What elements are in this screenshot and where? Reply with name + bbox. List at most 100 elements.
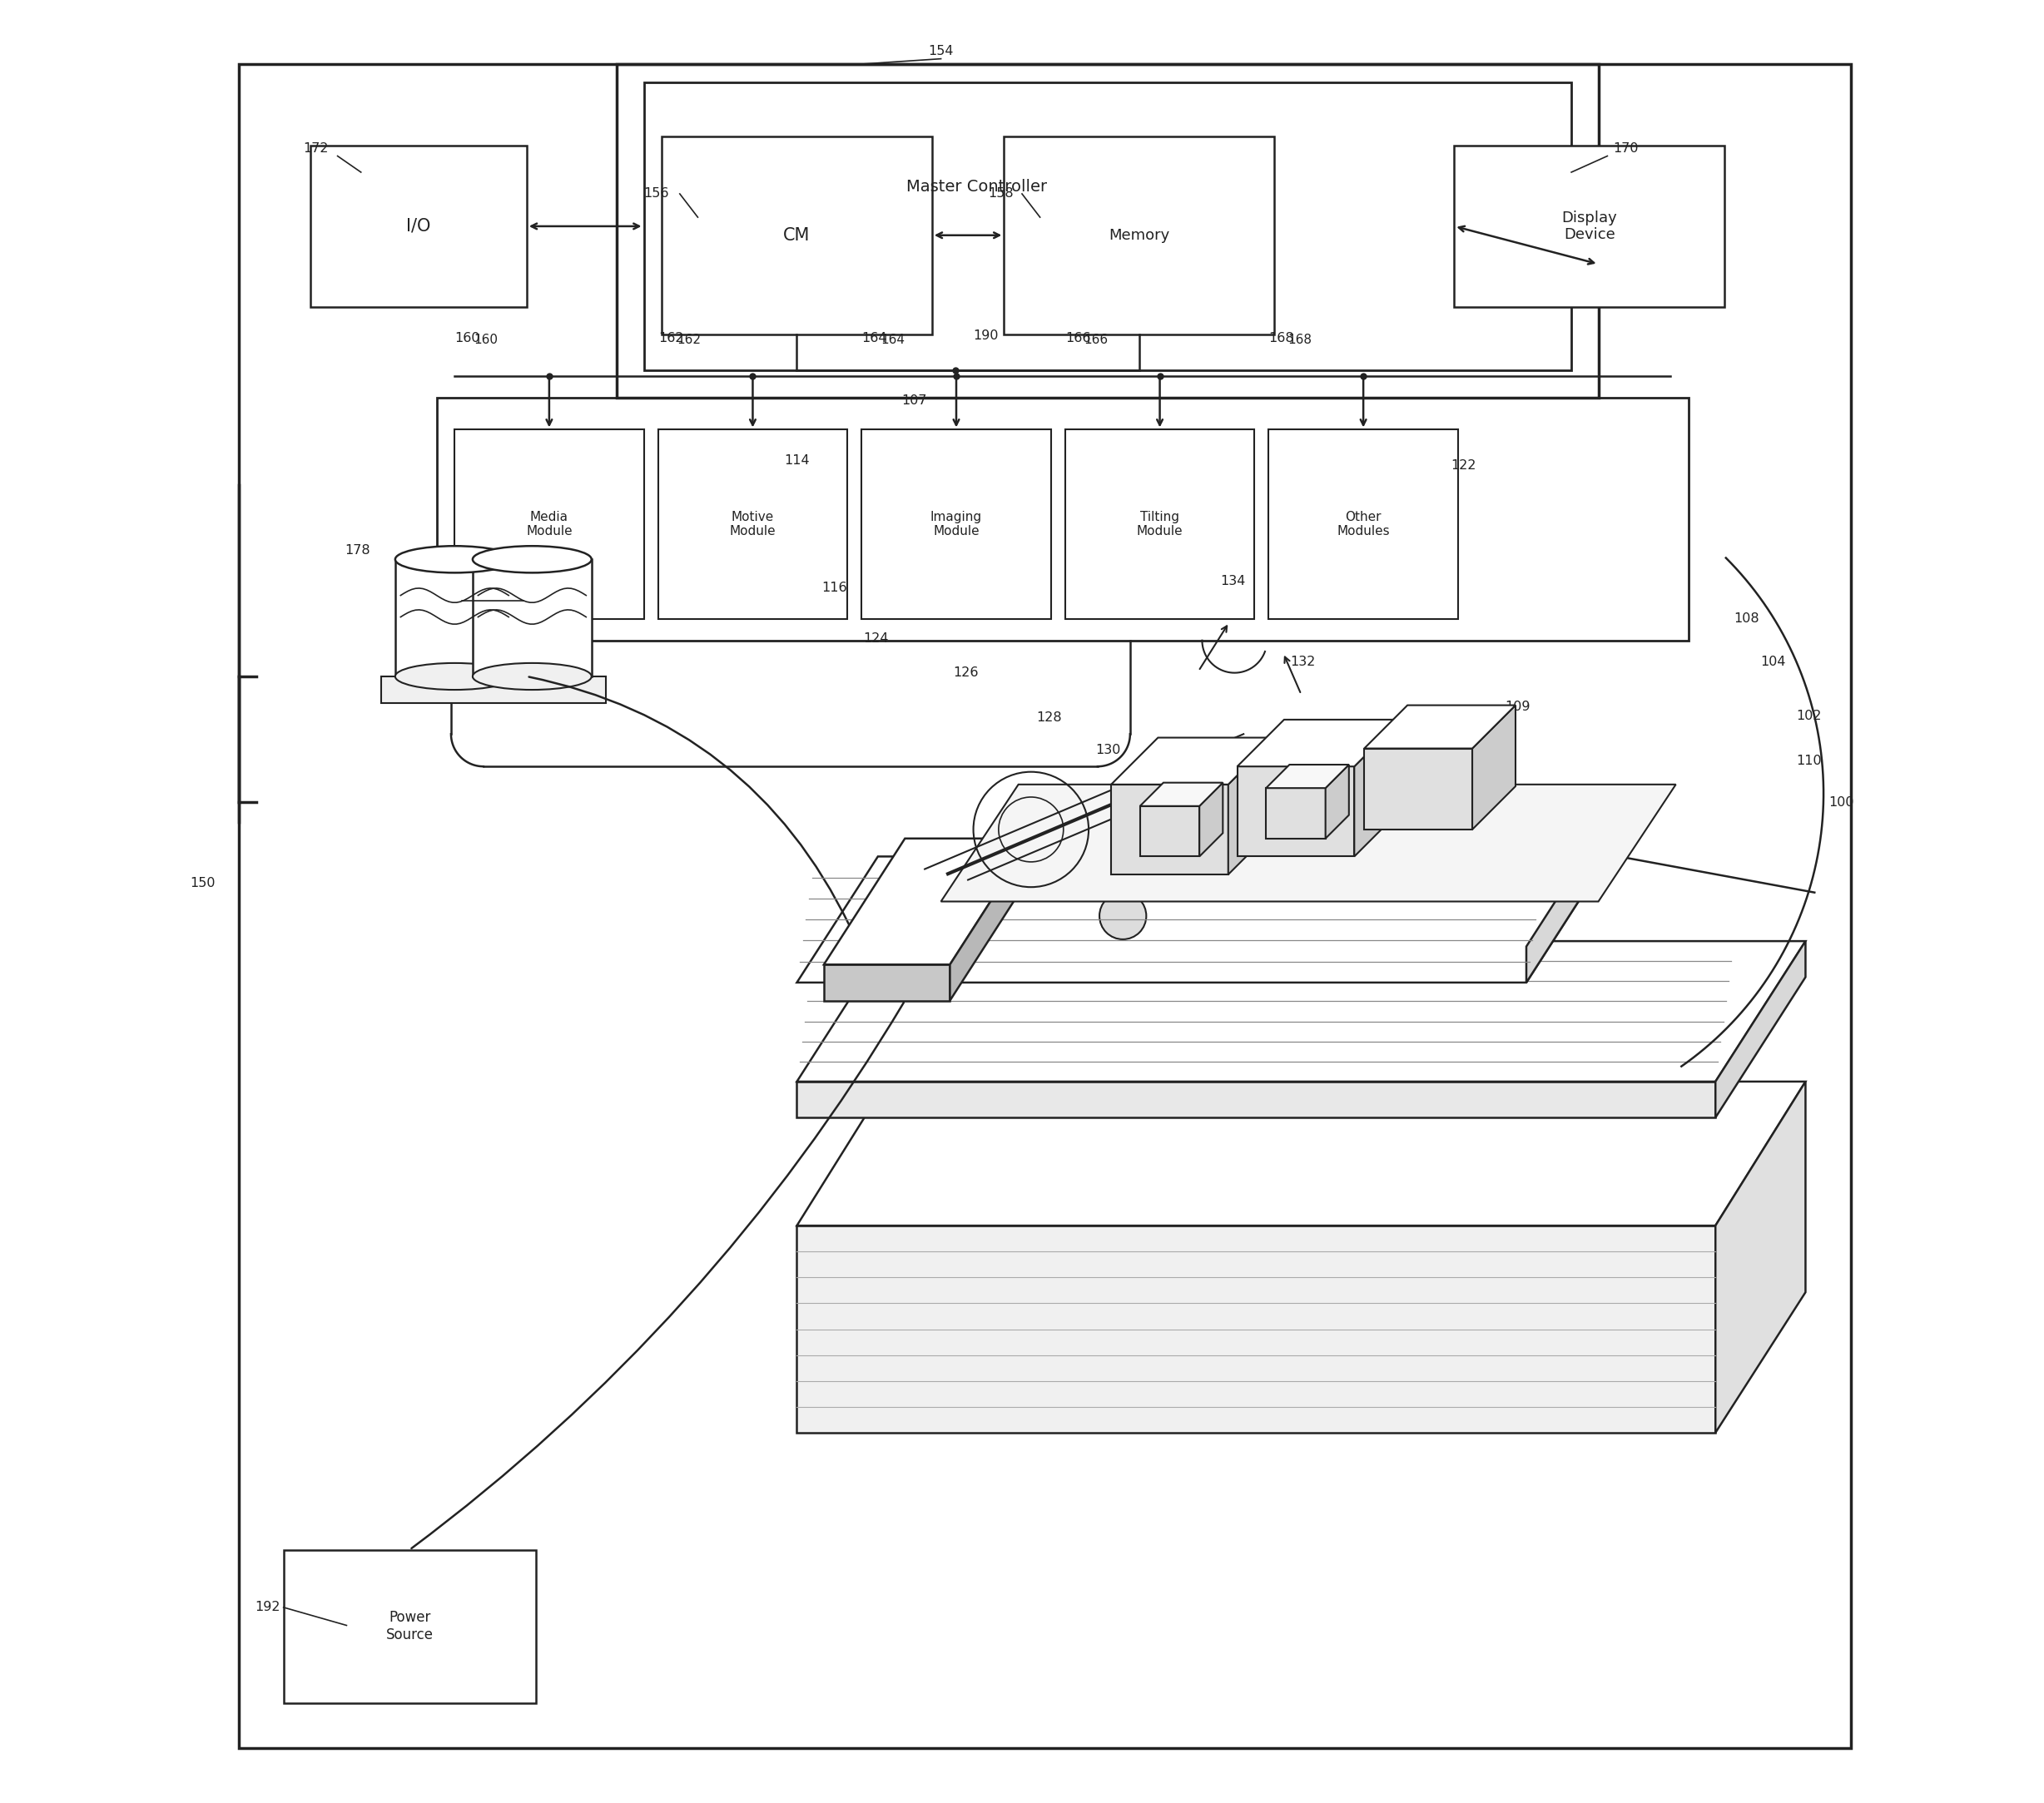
Polygon shape <box>950 838 1030 1001</box>
Text: 160: 160 <box>474 334 497 346</box>
Text: 122: 122 <box>1451 460 1476 472</box>
Bar <box>863 429 1051 618</box>
Text: 166: 166 <box>1065 332 1091 344</box>
Text: 162: 162 <box>677 334 701 346</box>
Text: I/O: I/O <box>407 218 431 234</box>
Bar <box>617 65 1598 397</box>
Text: 110: 110 <box>1797 755 1821 768</box>
Polygon shape <box>797 1082 1805 1226</box>
Polygon shape <box>824 965 950 1001</box>
Text: 162: 162 <box>658 332 683 344</box>
Bar <box>239 65 1850 1747</box>
Text: 134: 134 <box>1220 575 1245 588</box>
Polygon shape <box>1067 892 1175 941</box>
Text: Other
Modules: Other Modules <box>1337 510 1390 537</box>
Text: 172: 172 <box>303 142 329 155</box>
Text: 132: 132 <box>1290 656 1316 669</box>
Polygon shape <box>797 1226 1715 1433</box>
Polygon shape <box>1228 737 1275 874</box>
Text: 104: 104 <box>1760 656 1786 669</box>
Polygon shape <box>1237 766 1355 856</box>
Polygon shape <box>1363 705 1515 748</box>
Text: 150: 150 <box>190 878 215 889</box>
Bar <box>1065 429 1255 618</box>
Ellipse shape <box>394 546 515 573</box>
Text: 114: 114 <box>785 454 809 467</box>
Text: 109: 109 <box>1504 701 1531 714</box>
Text: 116: 116 <box>822 582 848 595</box>
Text: Imaging
Module: Imaging Module <box>930 510 981 537</box>
Polygon shape <box>1363 748 1472 829</box>
Text: Media
Module: Media Module <box>525 510 572 537</box>
Text: 100: 100 <box>1829 797 1854 810</box>
Bar <box>284 1551 536 1702</box>
Text: 178: 178 <box>345 545 370 557</box>
Polygon shape <box>1325 764 1349 838</box>
Text: 124: 124 <box>863 633 889 645</box>
Polygon shape <box>1112 784 1228 874</box>
Bar <box>1269 429 1457 618</box>
Polygon shape <box>1265 764 1349 788</box>
Text: 180: 180 <box>480 586 505 599</box>
Text: Master Controller: Master Controller <box>908 178 1047 195</box>
Text: Tilting
Module: Tilting Module <box>1136 510 1183 537</box>
Text: 158: 158 <box>987 188 1014 200</box>
Polygon shape <box>797 856 1607 983</box>
Polygon shape <box>1527 820 1607 983</box>
Text: Motive
Module: Motive Module <box>730 510 777 537</box>
Text: CM: CM <box>783 227 809 243</box>
Text: 148: 148 <box>1179 900 1204 911</box>
Text: 160: 160 <box>454 332 480 344</box>
Bar <box>454 429 644 618</box>
Text: 164: 164 <box>881 334 905 346</box>
Polygon shape <box>1112 737 1275 784</box>
Polygon shape <box>797 1082 1715 1118</box>
Circle shape <box>1100 892 1147 939</box>
Ellipse shape <box>394 664 515 691</box>
Text: 120: 120 <box>1247 790 1273 802</box>
Text: 190: 190 <box>973 330 1000 343</box>
Text: 108: 108 <box>1733 613 1760 626</box>
Polygon shape <box>1200 783 1222 856</box>
Text: 154: 154 <box>928 45 955 58</box>
Polygon shape <box>797 941 1805 1082</box>
Bar <box>472 559 591 676</box>
Text: 156: 156 <box>644 188 668 200</box>
Polygon shape <box>1141 806 1200 856</box>
Bar <box>1453 146 1725 307</box>
Polygon shape <box>1715 941 1805 1118</box>
Bar <box>311 146 527 307</box>
Polygon shape <box>824 838 1030 965</box>
Bar <box>644 83 1572 370</box>
Polygon shape <box>1237 719 1400 766</box>
Text: 164: 164 <box>863 332 887 344</box>
Text: 128: 128 <box>1036 712 1061 725</box>
Text: 102: 102 <box>1797 710 1821 723</box>
Ellipse shape <box>472 664 591 691</box>
Polygon shape <box>1715 1082 1805 1433</box>
Text: 168: 168 <box>1269 332 1294 344</box>
Polygon shape <box>1472 705 1515 829</box>
Text: 166: 166 <box>1083 334 1108 346</box>
Bar <box>394 559 515 676</box>
Ellipse shape <box>472 546 591 573</box>
Bar <box>662 137 932 334</box>
Polygon shape <box>940 784 1676 902</box>
Bar <box>437 397 1688 640</box>
Bar <box>1004 137 1273 334</box>
Text: 128: 128 <box>1273 808 1300 820</box>
Text: 130: 130 <box>1096 745 1120 757</box>
Text: Power
Source: Power Source <box>386 1610 433 1643</box>
Bar <box>658 429 848 618</box>
Text: 192: 192 <box>256 1601 280 1614</box>
Text: 126: 126 <box>953 667 979 680</box>
Text: Display
Device: Display Device <box>1562 211 1617 242</box>
Polygon shape <box>1141 783 1222 806</box>
Text: 168: 168 <box>1288 334 1312 346</box>
Polygon shape <box>1355 719 1400 856</box>
Text: 107: 107 <box>901 395 926 407</box>
Polygon shape <box>1265 788 1325 838</box>
Bar <box>380 676 605 703</box>
Text: Memory: Memory <box>1108 227 1169 243</box>
Text: 170: 170 <box>1613 142 1637 155</box>
